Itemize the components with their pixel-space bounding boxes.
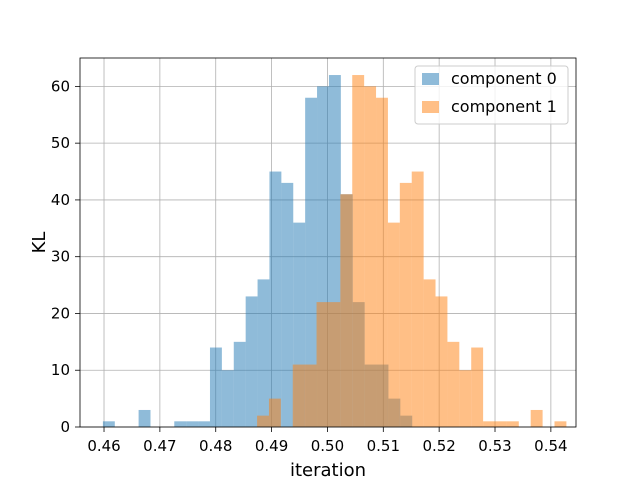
x-tick-label: 0.52 bbox=[422, 437, 455, 455]
histogram-bar-series-1 bbox=[352, 75, 365, 428]
histogram-bar-series-0 bbox=[245, 296, 258, 427]
histogram-bar-series-1 bbox=[257, 415, 269, 427]
histogram-bar-series-1 bbox=[530, 409, 543, 427]
histogram-bar-series-0 bbox=[269, 171, 282, 427]
legend-label: component 1 bbox=[451, 97, 557, 116]
histogram-bar-series-1 bbox=[411, 171, 424, 427]
histogram-bar-series-0 bbox=[281, 182, 294, 427]
y-tick-label: 50 bbox=[51, 134, 70, 152]
x-tick-label: 0.50 bbox=[311, 437, 344, 455]
x-tick-label: 0.49 bbox=[255, 437, 288, 455]
histogram-bar-series-1 bbox=[387, 222, 400, 427]
x-tick-label: 0.54 bbox=[534, 437, 567, 455]
histogram-bar-series-1 bbox=[554, 421, 567, 427]
histogram-bar-series-0 bbox=[198, 421, 210, 427]
legend-label: component 0 bbox=[451, 69, 557, 88]
histogram-bar-series-0 bbox=[221, 370, 234, 427]
y-axis-label: KL bbox=[29, 232, 50, 254]
histogram-bar-series-1 bbox=[399, 182, 412, 427]
y-tick-label: 30 bbox=[51, 248, 70, 266]
legend-swatch bbox=[422, 73, 439, 85]
legend-box bbox=[414, 65, 569, 125]
histogram-bar-series-0 bbox=[186, 421, 199, 427]
histogram-bar-series-1 bbox=[506, 421, 519, 427]
histogram-bar-series-0 bbox=[138, 409, 151, 427]
histogram-bar-series-1 bbox=[340, 194, 353, 427]
x-tick-label: 0.46 bbox=[87, 437, 120, 455]
histogram-bar-series-1 bbox=[459, 370, 472, 427]
y-tick-label: 20 bbox=[51, 304, 70, 322]
histogram-bar-series-0 bbox=[174, 421, 187, 427]
histogram-bar-series-0 bbox=[233, 341, 246, 427]
histogram-bar-series-1 bbox=[495, 421, 507, 427]
bars-layer bbox=[102, 75, 567, 428]
histogram-bar-series-1 bbox=[435, 296, 448, 427]
histogram-bar-series-1 bbox=[376, 97, 388, 427]
histogram-bar-series-1 bbox=[364, 86, 377, 427]
histogram-bar-series-1 bbox=[447, 341, 460, 427]
histogram-bar-series-1 bbox=[304, 364, 317, 427]
ticks-layer: 0.46 0.47 0.48 0.49 0.50 0.51 0.52 0.53 0.54 0 10 2… bbox=[51, 77, 568, 455]
plot-frame bbox=[79, 57, 577, 428]
x-tick-label: 0.47 bbox=[143, 437, 176, 455]
y-tick-label: 0 bbox=[60, 418, 70, 436]
histogram-bar-series-0 bbox=[293, 222, 306, 427]
histogram-bar-series-0 bbox=[209, 347, 222, 427]
histogram-bar-series-1 bbox=[316, 302, 329, 427]
histogram-bar-series-1 bbox=[268, 398, 281, 427]
histogram-bar-series-0 bbox=[305, 97, 318, 427]
histogram-bar-series-1 bbox=[471, 347, 484, 427]
histogram-bar-series-0 bbox=[102, 421, 115, 427]
x-axis-label: iteration bbox=[290, 460, 366, 480]
histogram-bar-series-0 bbox=[317, 86, 329, 427]
histogram-bar-series-1 bbox=[292, 364, 305, 427]
legend-swatch bbox=[422, 101, 439, 113]
x-tick-label: 0.53 bbox=[478, 437, 511, 455]
histogram-bar-series-0 bbox=[328, 75, 341, 428]
histogram-bar-series-1 bbox=[423, 279, 436, 427]
y-tick-label: 60 bbox=[51, 77, 70, 95]
histogram-bar-series-0 bbox=[257, 279, 270, 427]
y-tick-label: 10 bbox=[51, 361, 70, 379]
y-tick-label: 40 bbox=[51, 191, 70, 209]
legend: component 0 component 1 bbox=[414, 65, 569, 125]
x-tick-label: 0.48 bbox=[199, 437, 232, 455]
histogram-bar-series-1 bbox=[328, 302, 341, 427]
histogram-bar-series-1 bbox=[483, 421, 496, 427]
x-tick-label: 0.51 bbox=[367, 437, 400, 455]
